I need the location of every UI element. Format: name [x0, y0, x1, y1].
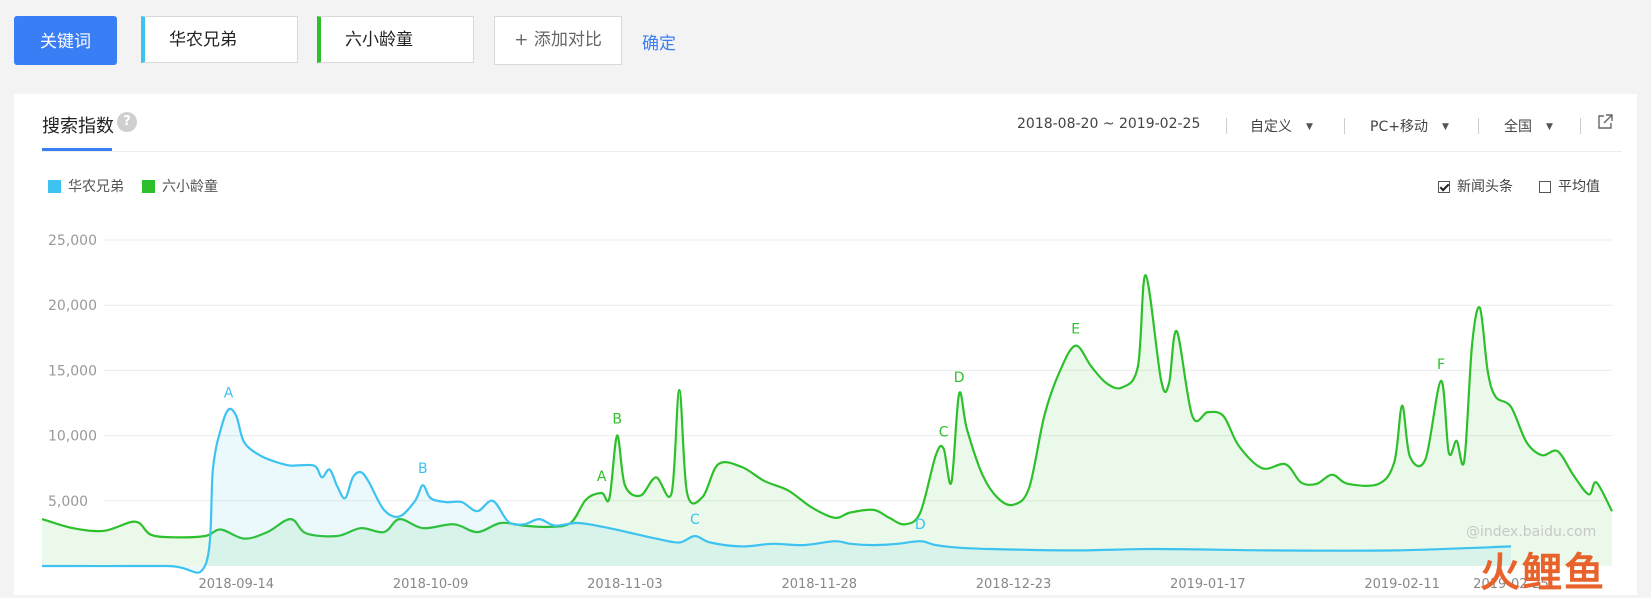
- confirm-link[interactable]: 确定: [642, 34, 676, 54]
- separator: [1580, 118, 1581, 134]
- separator: [1226, 118, 1227, 134]
- question-circle-icon[interactable]: ?: [117, 112, 137, 132]
- annotation-label: A: [224, 386, 234, 402]
- external-link-icon[interactable]: [1597, 114, 1613, 130]
- y-tick-label: 25,000: [48, 233, 97, 249]
- series-line-2: [41, 274, 1613, 540]
- annotation-label: B: [612, 412, 622, 428]
- legend-label: 六小龄童: [162, 179, 218, 195]
- tab-underline: [42, 148, 112, 151]
- device-select-label: PC+移动: [1370, 119, 1428, 135]
- y-tick-label: 10,000: [48, 429, 97, 445]
- annotation-label: D: [915, 517, 926, 533]
- annotation-label: F: [1437, 357, 1445, 373]
- caret-down-icon: ▼: [1546, 122, 1553, 132]
- period-select[interactable]: 自定义 ▼: [1250, 116, 1313, 136]
- logo: 火鲤鱼: [1480, 550, 1606, 596]
- checkbox-unchecked-icon: [1539, 181, 1551, 193]
- checkbox-checked-icon: [1438, 181, 1450, 193]
- region-select[interactable]: 全国 ▼: [1504, 116, 1553, 136]
- x-tick-label: 2018-11-03: [587, 577, 663, 592]
- y-tick-label: 20,000: [48, 298, 97, 314]
- chart-panel: 搜索指数 ? 2018-08-20 ~ 2019-02-25 自定义 ▼ PC+移…: [14, 94, 1637, 595]
- add-compare-button[interactable]: + 添加对比: [494, 16, 622, 65]
- news-checkbox[interactable]: 新闻头条: [1438, 176, 1513, 196]
- average-checkbox-label: 平均值: [1558, 179, 1600, 195]
- x-tick-label: 2019-02-11: [1364, 577, 1440, 592]
- x-tick-label: 2018-10-09: [393, 577, 469, 592]
- legend-swatch: [142, 180, 155, 193]
- legend-swatch: [48, 180, 61, 193]
- annotation-label: A: [597, 469, 607, 485]
- tab-search-index[interactable]: 搜索指数: [42, 116, 114, 137]
- annotation-label: E: [1071, 322, 1080, 338]
- average-checkbox[interactable]: 平均值: [1539, 176, 1600, 196]
- x-tick-label: 2018-11-28: [781, 577, 857, 592]
- x-tick-label: 2019-01-17: [1170, 577, 1246, 592]
- separator: [1344, 118, 1345, 134]
- period-select-label: 自定义: [1250, 119, 1292, 135]
- divider: [42, 151, 1622, 152]
- region-select-label: 全国: [1504, 119, 1532, 135]
- date-range[interactable]: 2018-08-20 ~ 2019-02-25: [1017, 116, 1201, 132]
- x-tick-label: 2019-02-25: [1473, 577, 1549, 592]
- legend-label: 华农兄弟: [68, 179, 124, 195]
- keyword-button[interactable]: 关键词: [14, 16, 117, 65]
- keyword-input-2[interactable]: 六小龄童: [317, 16, 474, 63]
- y-tick-label: 5,000: [48, 494, 88, 510]
- annotation-label: C: [939, 425, 949, 441]
- news-checkbox-label: 新闻头条: [1457, 179, 1513, 195]
- annotation-label: C: [690, 512, 700, 528]
- watermark: @index.baidu.com: [1466, 524, 1597, 540]
- legend-item-series-1[interactable]: 华农兄弟: [48, 176, 124, 196]
- legend-item-series-2[interactable]: 六小龄童: [142, 176, 218, 196]
- x-tick-label: 2018-12-23: [976, 577, 1052, 592]
- series-area-1: [42, 408, 1511, 573]
- top-bar: 关键词 华农兄弟 六小龄童 + 添加对比 确定: [0, 0, 1651, 90]
- caret-down-icon: ▼: [1306, 122, 1313, 132]
- y-tick-label: 15,000: [48, 363, 97, 379]
- separator: [1478, 118, 1479, 134]
- x-tick-label: 2018-09-14: [199, 577, 275, 592]
- series-line-1: [41, 407, 1512, 574]
- caret-down-icon: ▼: [1441, 122, 1449, 132]
- annotation-label: D: [954, 370, 965, 386]
- keyword-input-1[interactable]: 华农兄弟: [141, 16, 298, 63]
- annotation-label: B: [418, 461, 428, 477]
- series-area-2: [42, 275, 1612, 566]
- device-select[interactable]: PC+移动 ▼: [1370, 116, 1449, 136]
